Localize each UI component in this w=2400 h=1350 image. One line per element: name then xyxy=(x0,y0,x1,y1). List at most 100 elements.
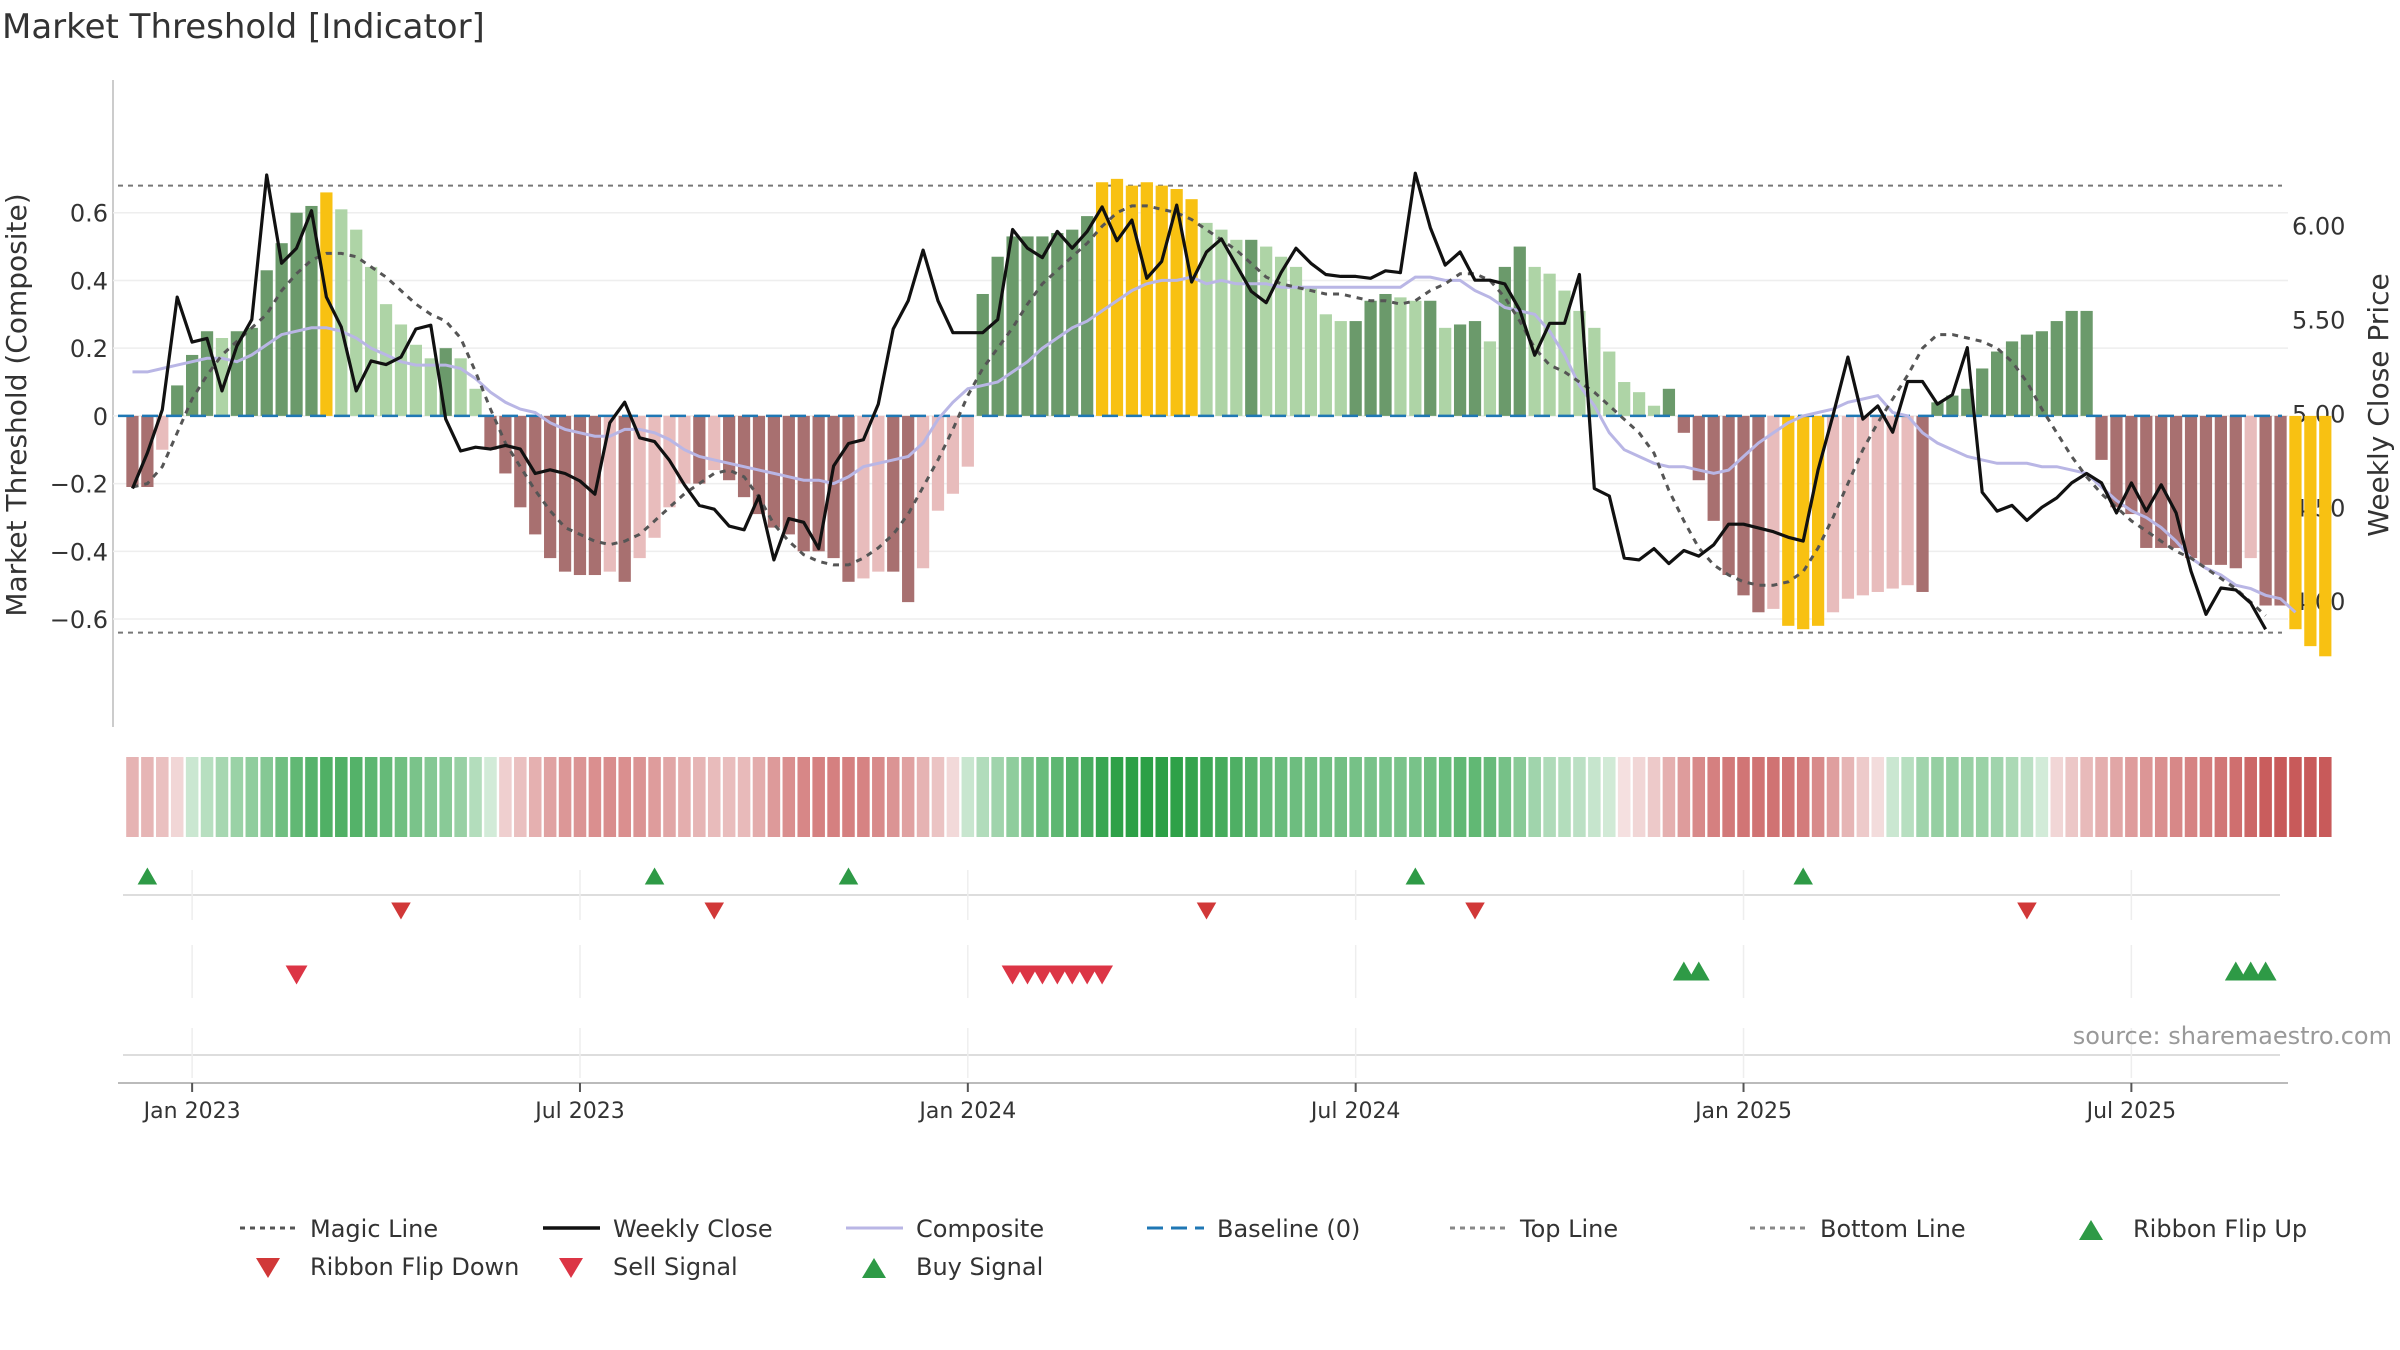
ribbon-cell xyxy=(1498,757,1512,837)
composite-bar xyxy=(1916,415,1929,592)
ribbon-cell xyxy=(2229,757,2243,837)
ribbon-cell xyxy=(1558,757,1571,837)
composite-bar xyxy=(812,415,825,552)
composite-bar xyxy=(1931,402,1944,416)
legend-label: Buy Signal xyxy=(916,1253,1043,1281)
composite-bar xyxy=(379,304,393,416)
y-tick-label: 0 xyxy=(93,403,108,431)
composite-bar xyxy=(529,415,542,535)
ribbon-cell xyxy=(1603,757,1616,837)
composite-bar xyxy=(573,415,587,576)
composite-bar xyxy=(469,388,482,416)
sell-signal-marker xyxy=(1061,965,1084,985)
composite-bar xyxy=(1692,415,1705,481)
sell-signal-marker xyxy=(1046,965,1069,985)
sell-signal-marker xyxy=(285,965,308,985)
composite-bar xyxy=(887,415,900,572)
ribbon-cell xyxy=(1722,757,1735,837)
composite-bar xyxy=(1513,246,1526,416)
ribbon-cell xyxy=(1543,757,1556,837)
ribbon-cell xyxy=(633,757,646,837)
composite-bar xyxy=(2125,415,2138,515)
composite-bar xyxy=(1856,415,1869,596)
ribbon-flip-down-marker xyxy=(704,902,725,920)
legend-label: Baseline (0) xyxy=(1217,1215,1360,1243)
ribbon-cell xyxy=(1752,757,1765,837)
composite-bar xyxy=(1483,341,1497,416)
composite-bar xyxy=(156,415,169,450)
ribbon-flip-down-marker xyxy=(391,902,411,920)
ribbon-cell xyxy=(1170,757,1183,837)
composite-bar xyxy=(454,358,467,416)
composite-bar xyxy=(2259,415,2272,606)
ribbon-cell xyxy=(2095,757,2108,837)
legend-label: Ribbon Flip Up xyxy=(2133,1215,2307,1243)
ribbon-flip-down-marker xyxy=(1196,902,1217,920)
ribbon-cell xyxy=(1767,757,1780,837)
ribbon-cell xyxy=(2035,757,2049,837)
ribbon-flip-up-marker xyxy=(1405,867,1426,885)
y-tick-label: −0.4 xyxy=(50,538,108,566)
legend-item: Composite xyxy=(846,1215,1044,1243)
composite-bar xyxy=(2199,415,2213,565)
composite-bar xyxy=(603,415,616,572)
ribbon-cell xyxy=(1349,757,1362,837)
ribbon-cell xyxy=(1946,757,1959,837)
composite-bar xyxy=(1215,229,1228,416)
ribbon-cell xyxy=(2184,757,2198,837)
ribbon-cell xyxy=(1065,757,1079,837)
composite-bar xyxy=(2244,415,2257,559)
ribbon-cell xyxy=(245,757,259,837)
ribbon-cell xyxy=(678,757,691,837)
composite-bar xyxy=(1632,392,1646,416)
ribbon-cell xyxy=(2154,757,2168,837)
composite-bar xyxy=(1782,415,1795,626)
composite-bar xyxy=(1841,415,1855,599)
composite-bar xyxy=(1811,415,1825,626)
composite-bar xyxy=(1468,321,1482,416)
ribbon-cell xyxy=(1364,757,1377,837)
composite-bar xyxy=(2110,415,2123,508)
composite-bar xyxy=(1066,229,1079,416)
y-tick-label: 0.4 xyxy=(70,267,108,295)
legend-item: Buy Signal xyxy=(862,1253,1043,1281)
x-tick-label: Jan 2025 xyxy=(1693,1099,1792,1124)
composite-bar xyxy=(1767,415,1780,609)
ribbon-cell xyxy=(2319,757,2332,837)
ribbon-cell xyxy=(663,757,676,837)
ribbon-cell xyxy=(1528,757,1541,837)
ribbon-cell xyxy=(931,757,945,837)
composite-bar xyxy=(1051,233,1064,416)
composite-bar xyxy=(1707,415,1720,521)
y-tick-label: −0.6 xyxy=(50,606,108,634)
composite-bar xyxy=(1528,266,1541,416)
ribbon-flip-up-marker xyxy=(644,867,665,885)
ribbon-flip-up-marker xyxy=(137,867,158,885)
legend-label: Weekly Close xyxy=(613,1215,773,1243)
legend-item: Ribbon Flip Down xyxy=(256,1253,519,1281)
ribbon-cell xyxy=(1871,757,1885,837)
ribbon-cell xyxy=(200,757,214,837)
composite-bar xyxy=(1961,388,1974,416)
ribbon-cell xyxy=(693,757,706,837)
buy-signal-marker xyxy=(2254,961,2277,981)
ribbon-cell xyxy=(916,757,930,837)
composite-bar xyxy=(931,415,945,511)
ribbon-cell xyxy=(618,757,631,837)
ribbon-cell xyxy=(842,757,855,837)
ribbon-cell xyxy=(1856,757,1870,837)
ribbon-cell xyxy=(1826,757,1840,837)
composite-bar xyxy=(2229,415,2242,569)
ribbon-cell xyxy=(1692,757,1706,837)
composite-bar xyxy=(171,385,184,416)
ribbon-cell xyxy=(1662,757,1676,837)
composite-bar xyxy=(2304,415,2317,647)
legend-item: Baseline (0) xyxy=(1147,1215,1360,1243)
composite-bar xyxy=(1125,185,1139,416)
legend-item: Bottom Line xyxy=(1750,1215,1966,1243)
chart-title: Market Threshold [Indicator] xyxy=(2,7,485,47)
y2-tick-label: 6.00 xyxy=(2292,213,2345,241)
ribbon-cell xyxy=(2110,757,2123,837)
ribbon-cell xyxy=(782,757,796,837)
ribbon-cell xyxy=(1961,757,1974,837)
